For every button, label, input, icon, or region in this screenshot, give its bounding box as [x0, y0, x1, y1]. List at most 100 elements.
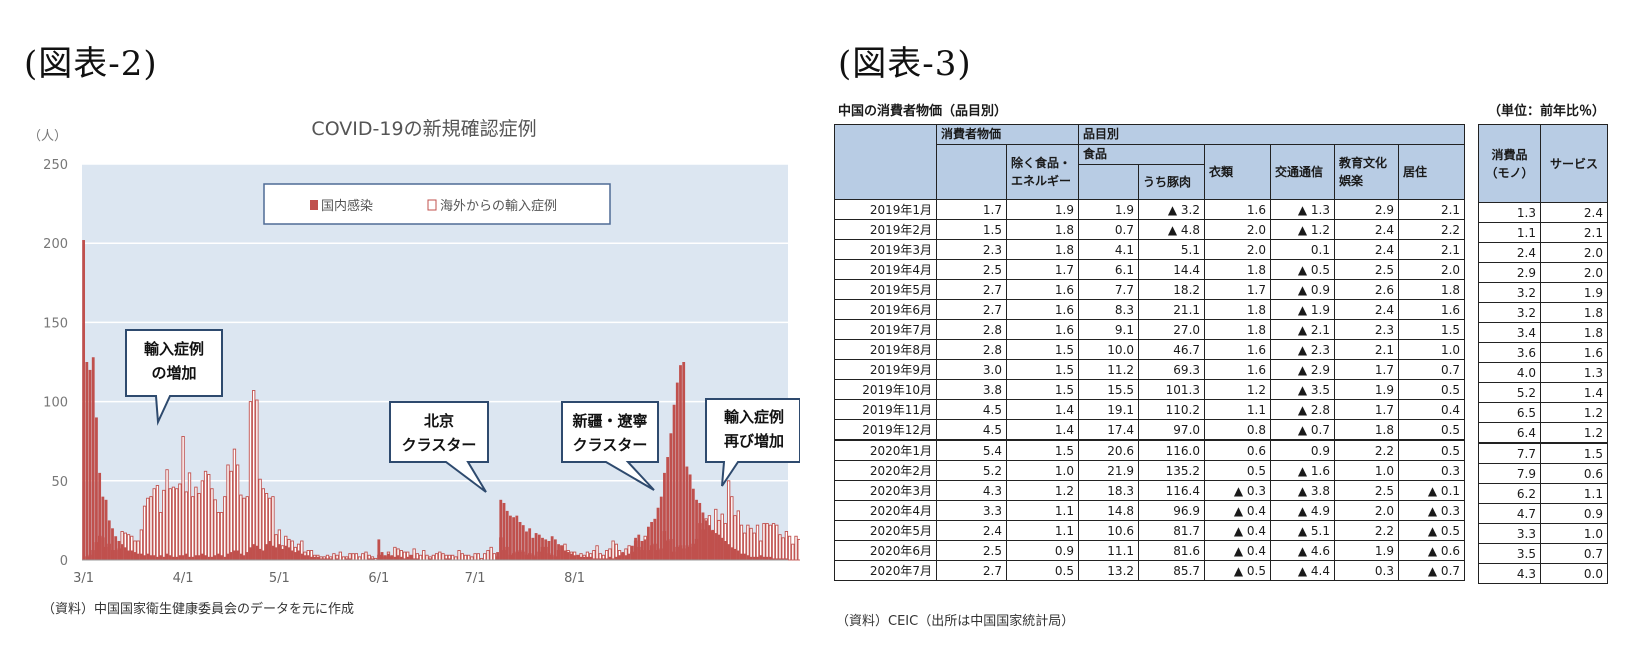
cell-pork: 97.0	[1138, 419, 1206, 441]
bar-domestic	[595, 558, 599, 560]
cell-services: 1.3	[1540, 362, 1608, 383]
cell-goods: 6.5	[1478, 402, 1541, 423]
bar-domestic	[550, 536, 554, 560]
bar-domestic	[531, 537, 535, 560]
header-core: 除く食品・エネルギー	[1005, 144, 1080, 200]
bar-domestic	[101, 496, 105, 560]
cell-core: 0.9	[1005, 540, 1080, 561]
table-row: 4.3 0.0	[1478, 563, 1608, 584]
cell-goods: 4.3	[1478, 563, 1541, 584]
bar-domestic	[123, 547, 127, 560]
bar-domestic	[602, 558, 605, 560]
y-tick-label: 150	[43, 316, 68, 331]
cell-pork: ▲ 4.8	[1138, 219, 1206, 240]
bar-imported	[784, 531, 789, 561]
bar-domestic	[762, 556, 766, 560]
bar-domestic	[114, 536, 118, 560]
bar-domestic	[165, 553, 169, 560]
bar-domestic	[294, 552, 297, 560]
bar-domestic	[688, 474, 692, 560]
cell-cpi: 2.7	[936, 560, 1007, 581]
cell-clothing: ▲ 0.5	[1204, 560, 1272, 581]
bar-imported	[791, 543, 795, 561]
cell-services: 1.0	[1540, 523, 1608, 544]
bar-imported	[248, 401, 253, 561]
header-education: 教育文化娯楽	[1334, 144, 1400, 200]
bar-imported	[178, 483, 182, 561]
bar-domestic	[152, 555, 156, 560]
callout-xinjiang-cluster: 新疆・遼寧クラスター	[561, 401, 659, 491]
bar-domestic	[213, 555, 217, 560]
bar-domestic	[168, 555, 172, 560]
cell-cpi: 1.7	[936, 199, 1007, 220]
cell-food: 10.0	[1078, 339, 1140, 360]
bar-domestic	[107, 520, 111, 560]
cell-clothing: 1.6	[1204, 199, 1272, 220]
bar-domestic	[82, 240, 86, 561]
bar-domestic	[634, 537, 637, 560]
cell-cpi: 4.3	[936, 480, 1007, 501]
table-row: 3.6 1.6	[1478, 342, 1608, 363]
cell-transport: ▲ 0.5	[1270, 259, 1336, 280]
bar-domestic	[191, 556, 195, 560]
bar-domestic	[287, 547, 291, 560]
bar-domestic	[544, 539, 548, 560]
table-row: 2019年12月 4.5 1.4 17.4 97.0 0.8 ▲ 0.7 1.8 0.5	[834, 419, 1466, 441]
bar-domestic	[91, 357, 95, 560]
bar-domestic	[537, 534, 541, 560]
bar-imported	[418, 554, 423, 561]
bar-domestic	[371, 558, 374, 560]
bar-imported	[142, 505, 147, 561]
cell-housing: 2.1	[1398, 239, 1466, 260]
x-tick-label: 4/1	[173, 571, 194, 586]
table-row: 2019年1月 1.7 1.9 1.9 ▲ 3.2 1.6 ▲ 1.3 2.9 2.1	[834, 199, 1466, 220]
cpi-table-goods-services: 消費品（モノ） サービス 1.3 2.4 1.1 2.1 2.4 2.0 2.9 2.0 3.2…	[1478, 124, 1608, 584]
cell-transport: ▲ 2.1	[1270, 319, 1336, 340]
table-row: 6.5 1.2	[1478, 402, 1608, 423]
table-row: 2019年5月 2.7 1.6 7.7 18.2 1.7 ▲ 0.9 2.6 1.8	[834, 279, 1466, 300]
cell-clothing: 2.0	[1204, 239, 1272, 260]
bar-domestic	[630, 545, 634, 560]
bar-domestic	[672, 404, 676, 560]
bar-domestic	[111, 528, 114, 560]
cell-services: 1.5	[1540, 442, 1608, 464]
row-month-label: 2019年2月	[834, 219, 937, 240]
cell-services: 1.4	[1540, 382, 1608, 403]
bar-imported	[431, 554, 436, 561]
row-month-label: 2019年12月	[834, 419, 937, 441]
cell-housing: ▲ 0.7	[1398, 560, 1466, 581]
bar-domestic	[707, 525, 711, 560]
cell-housing: 0.5	[1398, 439, 1466, 461]
cell-education: 2.3	[1334, 319, 1400, 340]
bar-domestic	[220, 555, 223, 560]
bar-domestic	[611, 558, 615, 560]
bar-domestic	[749, 556, 753, 560]
bar-domestic	[733, 548, 737, 560]
bar-imported	[450, 554, 455, 561]
bar-domestic	[95, 417, 98, 560]
cell-food: 9.1	[1078, 319, 1140, 340]
bar-domestic	[553, 539, 557, 560]
table-row: 3.3 1.0	[1478, 523, 1608, 544]
cell-transport: ▲ 3.5	[1270, 379, 1336, 400]
header-transport: 交通通信	[1270, 144, 1336, 200]
bar-imported	[242, 497, 246, 561]
cell-clothing: 1.6	[1204, 359, 1272, 380]
bar-domestic	[303, 555, 307, 560]
cell-pork: 46.7	[1138, 339, 1206, 360]
cell-food: 10.6	[1078, 520, 1140, 541]
bar-imported	[239, 494, 243, 561]
bar-imported	[210, 488, 214, 561]
cell-core: 1.8	[1005, 239, 1080, 260]
bar-domestic	[281, 548, 284, 560]
chart-source-note: （資料）中国国家衛生健康委員会のデータを元に作成	[42, 602, 355, 617]
cell-food: 15.5	[1078, 379, 1140, 400]
cell-core: 1.1	[1005, 520, 1080, 541]
cell-core: 1.6	[1005, 319, 1080, 340]
bar-domestic	[614, 556, 618, 560]
cell-goods: 3.6	[1478, 342, 1541, 363]
bar-domestic	[569, 553, 573, 560]
cell-core: 1.5	[1005, 379, 1080, 400]
bar-domestic	[509, 515, 512, 560]
bar-domestic	[229, 552, 233, 560]
